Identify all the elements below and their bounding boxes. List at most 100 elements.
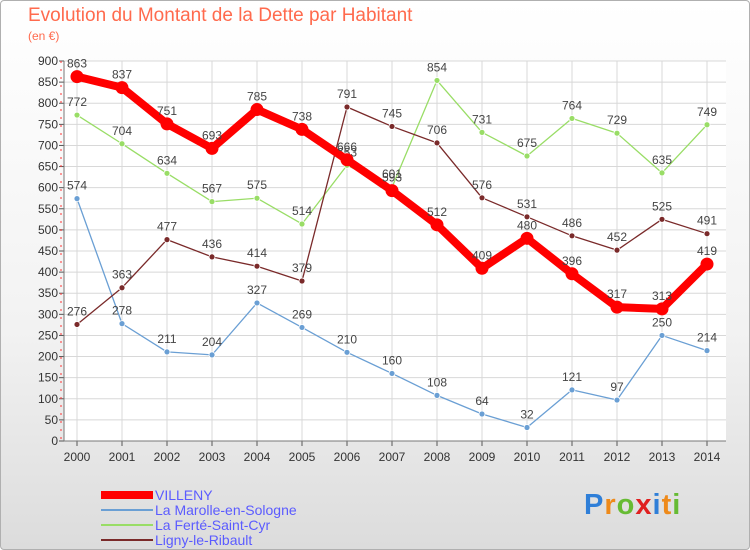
point-la-ferte-saint-cyr-2010 (523, 152, 531, 160)
point-ligny-le-ribault-2005 (298, 277, 306, 285)
point-villeny-2001 (115, 81, 129, 95)
point-villeny-2013 (655, 302, 669, 316)
data-label-ligny-le-ribault-2001: 363 (112, 268, 132, 282)
ytick-label-700: 700 (38, 138, 58, 152)
logo-letter: i (652, 489, 662, 521)
point-la-ferte-saint-cyr-2009 (478, 128, 486, 136)
xtick-label-2008: 2008 (424, 450, 451, 464)
data-label-la-marolle-en-sologne-2012: 97 (610, 380, 624, 394)
logo-letter: r (604, 489, 617, 521)
point-la-ferte-saint-cyr-2000 (73, 111, 81, 119)
xtick-label-2002: 2002 (154, 450, 181, 464)
data-label-la-ferte-saint-cyr-2007: 601 (382, 167, 402, 181)
logo-letter: P (584, 489, 605, 521)
ytick-label-900: 900 (38, 54, 58, 68)
data-label-villeny-2014: 419 (697, 244, 717, 258)
xtick-label-2003: 2003 (199, 450, 226, 464)
point-ligny-le-ribault-2008 (433, 139, 441, 147)
point-villeny-2004 (250, 103, 264, 117)
data-label-ligny-le-ribault-2014: 491 (697, 214, 717, 228)
data-label-villeny-2000: 863 (67, 57, 87, 71)
logo-letter: o (616, 489, 636, 521)
point-villeny-2009 (475, 261, 489, 275)
data-label-la-marolle-en-sologne-2010: 32 (520, 407, 534, 421)
ytick-label-650: 650 (38, 160, 58, 174)
data-label-ligny-le-ribault-2011: 486 (562, 216, 582, 230)
legend-swatch-ligny-le-ribault (101, 538, 153, 541)
point-ligny-le-ribault-2012 (613, 246, 621, 254)
data-label-la-marolle-en-sologne-2000: 574 (67, 179, 87, 193)
data-label-la-ferte-saint-cyr-2005: 514 (292, 204, 312, 218)
data-label-la-ferte-saint-cyr-2000: 772 (67, 95, 87, 109)
xtick-label-2004: 2004 (244, 450, 271, 464)
ytick-label-750: 750 (38, 117, 58, 131)
data-label-villeny-2008: 512 (427, 205, 447, 219)
ytick-label-450: 450 (38, 244, 58, 258)
point-la-ferte-saint-cyr-2008 (433, 77, 441, 84)
data-label-la-marolle-en-sologne-2011: 121 (562, 370, 582, 384)
point-ligny-le-ribault-2013 (658, 215, 666, 223)
point-villeny-2010 (520, 231, 534, 245)
point-la-marolle-en-sologne-2006 (343, 348, 351, 356)
data-label-ligny-le-ribault-2012: 452 (607, 230, 627, 244)
data-label-la-marolle-en-sologne-2013: 250 (652, 315, 672, 329)
point-la-marolle-en-sologne-2008 (433, 391, 441, 399)
data-label-ligny-le-ribault-2000: 276 (67, 304, 87, 318)
point-la-marolle-en-sologne-2003 (208, 351, 216, 359)
point-ligny-le-ribault-2009 (478, 194, 486, 202)
point-la-ferte-saint-cyr-2013 (658, 169, 666, 177)
data-label-la-marolle-en-sologne-2004: 327 (247, 283, 267, 297)
data-label-la-marolle-en-sologne-2006: 210 (337, 332, 357, 346)
legend-label-villeny: VILLENY (155, 486, 213, 503)
data-label-ligny-le-ribault-2007: 745 (382, 106, 402, 120)
xtick-label-2000: 2000 (64, 450, 91, 464)
point-la-marolle-en-sologne-2002 (163, 348, 171, 356)
data-label-villeny-2013: 313 (652, 289, 672, 303)
point-villeny-2014 (700, 257, 714, 271)
point-la-marolle-en-sologne-2004 (253, 299, 261, 307)
legend-label-ligny-le-ribault: Ligny-le-Ribault (155, 531, 253, 548)
data-label-la-ferte-saint-cyr-2002: 634 (157, 153, 177, 167)
logo-letter: x (635, 489, 653, 521)
xtick-label-2009: 2009 (469, 450, 496, 464)
data-label-ligny-le-ribault-2004: 414 (247, 246, 267, 260)
proxiti-logo: Proxiti (584, 489, 681, 522)
data-label-villeny-2002: 751 (157, 104, 177, 118)
chart-subtitle: (en €) (28, 29, 60, 43)
xtick-label-2012: 2012 (604, 450, 631, 464)
point-la-ferte-saint-cyr-2003 (208, 198, 216, 206)
legend: VILLENY La Marolle-en-Sologne La Ferté-S… (101, 486, 297, 548)
point-ligny-le-ribault-2001 (118, 284, 126, 292)
point-la-ferte-saint-cyr-2014 (703, 121, 711, 129)
data-label-villeny-2001: 837 (112, 68, 132, 82)
ytick-label-400: 400 (38, 265, 58, 279)
point-la-ferte-saint-cyr-2002 (163, 169, 171, 177)
ytick-label-500: 500 (38, 223, 58, 237)
legend-swatch-la-marolle-en-sologne (101, 508, 153, 511)
xtick-label-2005: 2005 (289, 450, 316, 464)
data-label-la-ferte-saint-cyr-2008: 854 (427, 60, 447, 74)
point-la-ferte-saint-cyr-2001 (118, 140, 126, 148)
data-label-ligny-le-ribault-2002: 477 (157, 220, 177, 234)
point-la-marolle-en-sologne-2014 (703, 347, 711, 355)
xtick-label-2011: 2011 (559, 450, 585, 464)
point-la-marolle-en-sologne-2005 (298, 324, 306, 331)
point-ligny-le-ribault-2011 (568, 232, 576, 240)
data-label-villeny-2006: 666 (337, 140, 357, 154)
data-label-ligny-le-ribault-2006: 791 (337, 87, 357, 101)
ytick-label-350: 350 (38, 286, 58, 300)
legend-label-la-ferte-saint-cyr: La Ferté-Saint-Cyr (155, 516, 271, 533)
ytick-label-100: 100 (38, 392, 58, 406)
data-label-ligny-le-ribault-2010: 531 (517, 197, 537, 211)
point-ligny-le-ribault-2010 (523, 213, 531, 221)
legend-label-la-marolle-en-sologne: La Marolle-en-Sologne (155, 501, 297, 518)
point-ligny-le-ribault-2003 (208, 253, 216, 261)
chart-title: Evolution du Montant de la Dette par Hab… (28, 5, 413, 26)
point-ligny-le-ribault-2007 (388, 123, 396, 130)
point-la-marolle-en-sologne-2013 (658, 332, 666, 339)
ytick-label-800: 800 (38, 96, 58, 110)
legend-item-villeny: VILLENY (101, 486, 297, 503)
data-label-la-marolle-en-sologne-2014: 214 (697, 331, 717, 345)
